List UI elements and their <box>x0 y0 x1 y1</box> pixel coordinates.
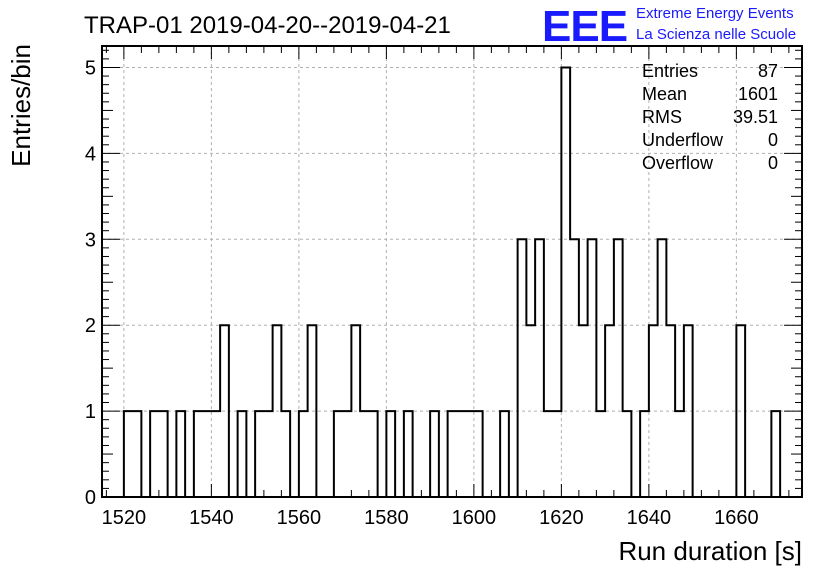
x-tick-label: 1660 <box>714 507 759 529</box>
y-tick-label: 4 <box>85 143 96 165</box>
chart-title: TRAP-01 2019-04-20--2019-04-21 <box>84 12 451 39</box>
y-tick-label: 1 <box>85 401 96 423</box>
y-tick-label: 3 <box>85 229 96 251</box>
x-tick-label: 1600 <box>452 507 497 529</box>
y-axis-title: Entries/bin <box>6 44 36 167</box>
x-tick-label: 1560 <box>277 507 322 529</box>
eee-logo-line1: Extreme Energy Events <box>636 5 794 22</box>
stats-label: RMS <box>642 107 682 127</box>
stats-value: 87 <box>758 61 778 81</box>
eee-logo-mark: EEE <box>542 2 627 51</box>
x-tick-label: 1620 <box>539 507 584 529</box>
stats-value: 0 <box>768 153 778 173</box>
x-axis-title: Run duration [s] <box>618 536 802 566</box>
stats-label: Entries <box>642 61 698 81</box>
x-tick-label: 1580 <box>364 507 409 529</box>
x-tick-label: 1540 <box>189 507 234 529</box>
stats-box: Entries 87 Mean 1601 RMS 39.51 Underflow 0 Overf… <box>642 61 778 173</box>
y-tick-label: 5 <box>85 57 96 79</box>
y-tick-labels: 0 1 2 3 4 5 <box>85 57 96 509</box>
plot-border <box>101 45 803 498</box>
stats-value: 39.51 <box>733 107 778 127</box>
stats-label: Mean <box>642 84 687 104</box>
stats-value: 0 <box>768 130 778 150</box>
stats-label: Overflow <box>642 153 714 173</box>
y-tick-label: 2 <box>85 315 96 337</box>
eee-logo: EEE Extreme Energy Events La Scienza nel… <box>542 2 796 51</box>
stats-label: Underflow <box>642 130 724 150</box>
x-tick-label: 1640 <box>627 507 672 529</box>
x-tick-label: 1520 <box>102 507 147 529</box>
x-tick-labels: 1520 1540 1560 1580 1600 1620 1640 1660 <box>102 507 759 529</box>
eee-logo-line2: La Scienza nelle Scuole <box>636 26 796 43</box>
stats-value: 1601 <box>738 84 778 104</box>
plot-frame <box>101 45 803 498</box>
y-tick-label: 0 <box>85 487 96 509</box>
grid <box>102 46 802 498</box>
